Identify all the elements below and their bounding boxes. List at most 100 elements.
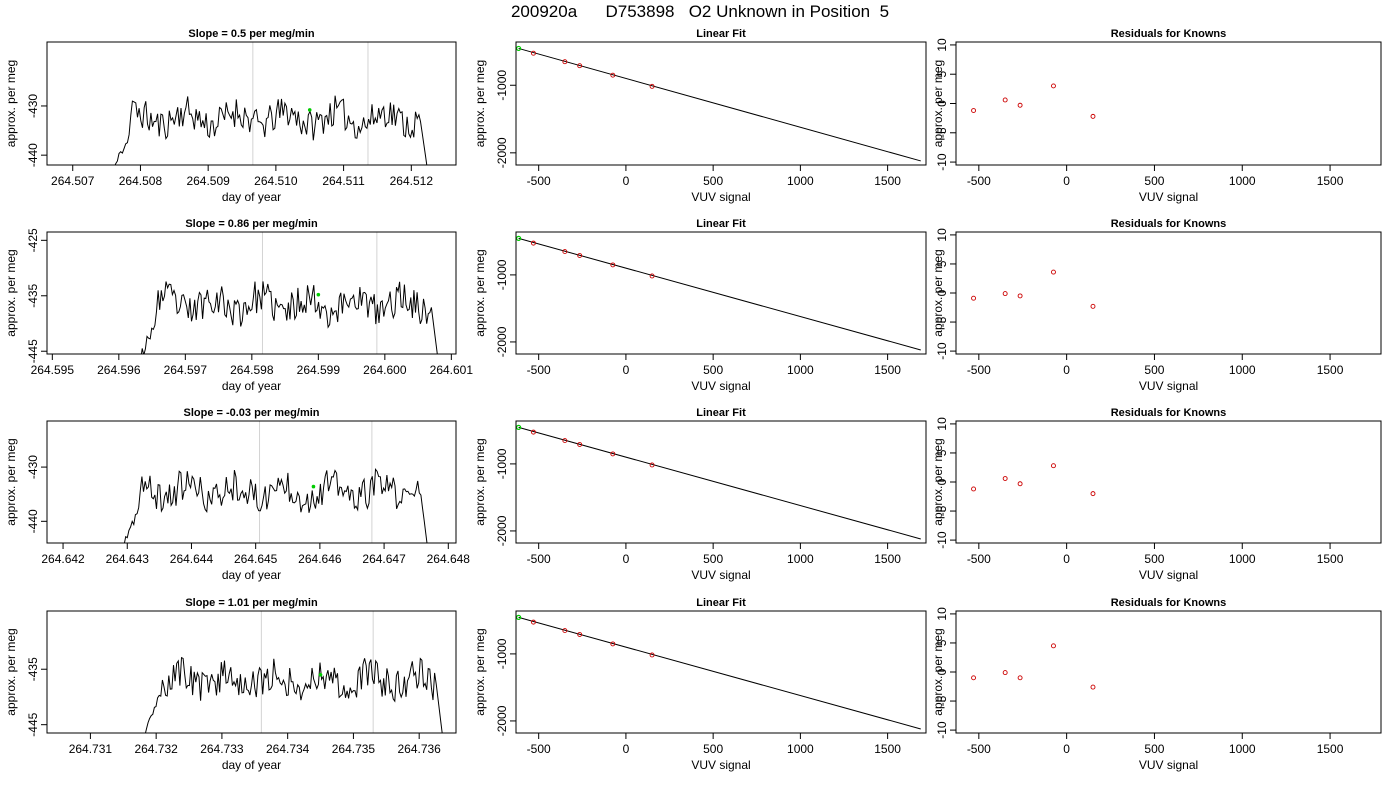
x-tick-label: 500 (1144, 742, 1164, 756)
fit-line (518, 47, 921, 162)
y-tick-label: 10 (935, 228, 949, 242)
known-point (649, 652, 655, 658)
x-tick-label: 1000 (1229, 742, 1256, 756)
figure-title: 200920a D753898 O2 Unknown in Position 5 (0, 0, 1400, 24)
plot-area (971, 643, 1096, 690)
x-tick-label: 264.511 (322, 174, 365, 188)
x-axis-label: VUV signal (1139, 568, 1198, 582)
y-tick-label: -10 (935, 153, 949, 171)
x-tick-label: 500 (1144, 174, 1164, 188)
x-tick-label: 264.732 (134, 742, 178, 756)
x-tick-label: 264.731 (69, 742, 113, 756)
x-axis-label: day of year (222, 190, 281, 204)
signal-trace (123, 467, 428, 543)
plot-frame (515, 420, 927, 544)
unknown-point (516, 235, 522, 241)
y-tick-label: 5 (935, 71, 949, 78)
panel-10: Linear Fit -500 0 500 1000 1500 -1000 -2000 VUV … (473, 597, 927, 772)
slope-title: Slope = 0.5 per meg/min (188, 28, 315, 40)
x-tick-label: 1000 (787, 742, 814, 756)
y-tick-label: -1000 (495, 448, 509, 479)
y-axis-label: approx. per meg (473, 628, 487, 715)
x-tick-label: 1500 (1317, 742, 1344, 756)
panel-5: Residuals for Knowns -500 0 500 1000 1500 -10 -… (931, 218, 1382, 393)
plot-area (516, 45, 921, 162)
x-tick-label: 500 (703, 174, 723, 188)
x-axis-label: VUV signal (1139, 758, 1198, 772)
x-tick-label: 264.643 (106, 552, 150, 566)
known-point (610, 451, 616, 457)
x-tick-label: 264.644 (170, 552, 214, 566)
x-tick-label: -500 (527, 363, 551, 377)
unknown-point (516, 424, 522, 430)
y-tick-label: -5 (935, 695, 949, 706)
x-axis-label: day of year (222, 568, 281, 582)
y-tick-label: -2000 (495, 326, 509, 357)
y-tick-label: -10 (935, 531, 949, 549)
y-tick-label: 10 (935, 607, 949, 621)
y-tick-label: 0 (935, 289, 949, 296)
unknown-point (516, 45, 522, 52)
signal-trace (144, 656, 443, 733)
known-point (610, 262, 616, 268)
residual-point (971, 675, 977, 681)
fit-line (518, 616, 921, 730)
y-tick-label: 5 (935, 449, 949, 456)
x-tick-label: 264.735 (332, 742, 376, 756)
x-tick-label: -500 (967, 174, 991, 188)
plot-area (971, 463, 1096, 497)
panel-8: Residuals for Knowns -500 0 500 1000 1500 -10 -… (931, 407, 1382, 582)
unknown-point (318, 672, 323, 677)
known-point (649, 462, 655, 468)
x-tick-label: 264.736 (397, 742, 441, 756)
x-tick-label: 264.599 (297, 363, 341, 377)
x-axis-label: VUV signal (1139, 190, 1198, 204)
y-axis-label: approx. per meg (4, 438, 18, 525)
slope-title: Slope = 1.01 per meg/min (185, 597, 318, 609)
y-tick-label: -440 (26, 509, 40, 533)
x-tick-label: 264.733 (200, 742, 244, 756)
y-tick-label: -5 (935, 316, 949, 327)
residual-point (1002, 97, 1008, 103)
known-point (577, 253, 583, 258)
x-tick-label: 1000 (1229, 552, 1256, 566)
x-tick-label: -500 (967, 552, 991, 566)
plot-area (144, 611, 443, 733)
residual-point (1051, 463, 1056, 469)
plot-frame (955, 610, 1382, 734)
unknown-point (307, 108, 312, 112)
y-axis-label: approx. per meg (4, 628, 18, 715)
x-tick-label: 0 (623, 742, 630, 756)
panel-3: Slope = 0.86 per meg/min 264.595 264.596 26… (4, 218, 473, 393)
x-tick-label: -500 (527, 174, 551, 188)
sample-id: D753898 (605, 2, 675, 21)
panel-9: Slope = 1.01 per meg/min 264.731 264.732 26… (4, 597, 457, 772)
y-axis-label: approx. per meg (4, 249, 18, 336)
plot-frame (515, 610, 927, 734)
x-tick-label: 264.648 (427, 552, 471, 566)
x-tick-label: 0 (623, 363, 630, 377)
x-tick-label: 264.598 (230, 363, 274, 377)
residual-point (1051, 269, 1056, 275)
panel-6: Slope = -0.03 per meg/min 264.642 264.643 2… (4, 407, 470, 582)
x-tick-label: 1500 (874, 363, 901, 377)
known-point (562, 628, 568, 634)
x-tick-label: 1000 (787, 552, 814, 566)
panel-4: Linear Fit -500 0 500 1000 1500 -1000 -2000 VUV … (473, 218, 927, 393)
x-tick-label: 264.600 (363, 363, 407, 377)
linear-fit-title: Linear Fit (696, 28, 746, 40)
x-tick-label: 264.734 (266, 742, 310, 756)
y-axis-label: approx. per meg (931, 438, 945, 525)
y-axis-label: approx. per meg (473, 438, 487, 525)
residual-point (971, 295, 977, 301)
x-tick-label: 1500 (1317, 174, 1344, 188)
y-tick-label: 5 (935, 639, 949, 646)
x-tick-label: 0 (623, 174, 630, 188)
y-tick-label: -435 (26, 283, 40, 307)
plot-frame (955, 231, 1382, 355)
x-tick-label: 264.510 (254, 174, 298, 188)
known-point (577, 442, 583, 447)
residual-point (1090, 303, 1096, 309)
known-point (530, 619, 536, 625)
